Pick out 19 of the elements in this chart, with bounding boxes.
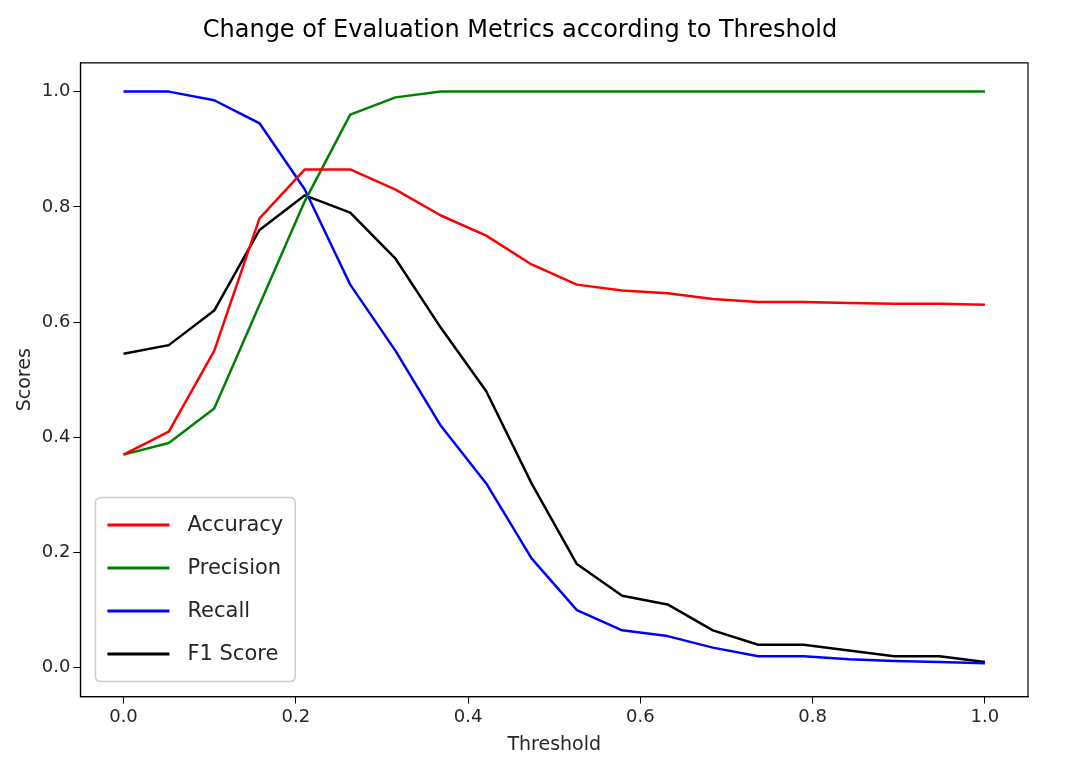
x-axis-title: Threshold <box>506 731 602 754</box>
legend-label: Accuracy <box>187 511 284 536</box>
y-axis-title: Scores <box>12 348 35 412</box>
x-tick-label: 0.4 <box>453 705 483 727</box>
legend-label: F1 Score <box>187 640 279 665</box>
chart-title: Change of Evaluation Metrics according to Threshold <box>202 14 838 43</box>
y-tick-label: 1.0 <box>41 79 71 101</box>
x-tick-label: 0.6 <box>626 705 655 727</box>
y-tick-label: 0.8 <box>41 194 71 216</box>
x-tick-label: 0.0 <box>109 705 138 727</box>
x-tick-label: 0.2 <box>281 705 311 727</box>
y-tick-label: 0.4 <box>41 424 71 446</box>
x-tick-label: 0.8 <box>798 705 827 727</box>
y-tick-label: 0.6 <box>41 309 71 331</box>
legend-label: Recall <box>187 597 251 622</box>
x-tick-label: 1.0 <box>970 705 1000 727</box>
y-tick-label: 0.2 <box>41 540 71 562</box>
legend-label: Precision <box>187 554 282 579</box>
y-tick-label: 0.0 <box>41 655 71 677</box>
